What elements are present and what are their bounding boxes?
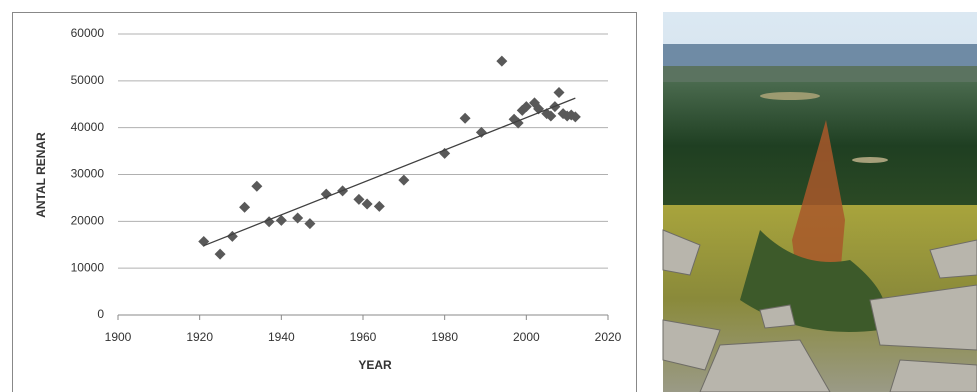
x-tick-label: 2000 xyxy=(513,330,540,344)
y-tick-label: 60000 xyxy=(71,26,105,40)
x-tick-label: 1920 xyxy=(186,330,213,344)
x-tick-label: 1900 xyxy=(105,330,132,344)
figure: YEAR ANTAL RENAR 0 10000 20000 30000 40000 50… xyxy=(0,0,977,392)
photo xyxy=(663,12,977,392)
x-tick-label: 1960 xyxy=(350,330,377,344)
x-axis-label: YEAR xyxy=(358,358,392,372)
x-tick-label: 1940 xyxy=(268,330,295,344)
x-tick-label: 1980 xyxy=(431,330,458,344)
page: YEAR ANTAL RENAR 0 10000 20000 30000 40000 50… xyxy=(0,0,977,392)
y-tick-label: 0 xyxy=(97,307,104,321)
y-tick-label: 50000 xyxy=(71,73,105,87)
x-tick-label: 2020 xyxy=(595,330,622,344)
y-tick-label: 30000 xyxy=(71,167,105,181)
y-tick-label: 20000 xyxy=(71,214,105,228)
y-tick-label: 40000 xyxy=(71,120,105,134)
y-tick-label: 10000 xyxy=(71,260,105,274)
y-axis-label: ANTAL RENAR xyxy=(34,132,48,218)
